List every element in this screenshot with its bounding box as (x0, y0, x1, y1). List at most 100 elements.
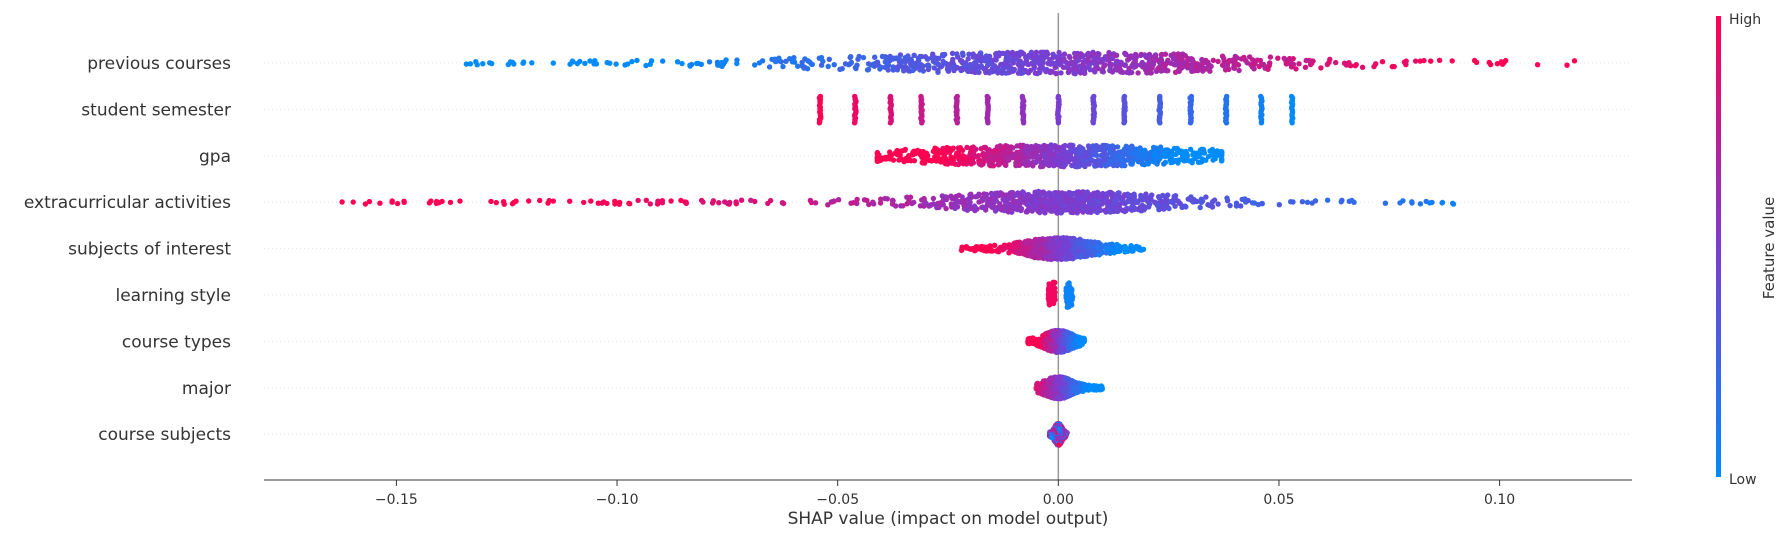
shap-point-gpa (1040, 164, 1045, 169)
shap-point-learning-style (1066, 293, 1071, 298)
shap-point-subjects-of-interest (1077, 241, 1082, 246)
shap-point-gpa (976, 153, 981, 158)
shap-point-gpa (973, 147, 978, 152)
shap-point-gpa (1169, 154, 1174, 159)
shap-point-extracurricular-activities (1188, 197, 1193, 202)
shap-point-previous-courses (832, 62, 837, 67)
shap-point-extracurricular-activities (635, 198, 640, 203)
shap-point-subjects-of-interest (1051, 244, 1056, 249)
shap-point-extracurricular-activities (953, 205, 958, 210)
shap-point-gpa (989, 152, 994, 157)
shap-point-gpa (1040, 145, 1045, 150)
shap-point-gpa (1096, 162, 1101, 167)
shap-point-previous-courses (675, 59, 680, 64)
shap-point-gpa (1042, 154, 1047, 159)
shap-point-extracurricular-activities (1036, 189, 1041, 194)
shap-point-previous-courses (972, 61, 977, 66)
shap-point-gpa (1059, 145, 1064, 150)
shap-point-previous-courses (958, 58, 963, 63)
shap-point-gpa (1151, 149, 1156, 154)
shap-point-previous-courses (918, 54, 923, 59)
shap-point-extracurricular-activities (648, 201, 653, 206)
shap-point-extracurricular-activities (668, 198, 673, 203)
shap-point-previous-courses (1267, 63, 1272, 68)
shap-point-previous-courses (1222, 64, 1227, 69)
shap-point-extracurricular-activities (904, 201, 909, 206)
shap-point-extracurricular-activities (1205, 202, 1210, 207)
shap-point-extracurricular-activities (1035, 208, 1040, 213)
shap-point-previous-courses (1076, 57, 1081, 62)
shap-point-extracurricular-activities (1161, 206, 1166, 211)
shap-point-gpa (939, 158, 944, 163)
shap-point-extracurricular-activities (526, 198, 531, 203)
shap-point-subjects-of-interest (1082, 248, 1087, 253)
shap-point-extracurricular-activities (1031, 195, 1036, 200)
shap-point-gpa (1109, 152, 1114, 157)
shap-point-extracurricular-activities (956, 193, 961, 198)
shap-point-previous-courses (960, 67, 965, 72)
shap-point-previous-courses (613, 61, 618, 66)
shap-point-extracurricular-activities (1305, 200, 1310, 205)
shap-point-previous-courses (1472, 58, 1477, 63)
shap-point-previous-courses (1138, 62, 1143, 67)
shap-point-gpa (1172, 146, 1177, 151)
shap-point-extracurricular-activities (1224, 195, 1229, 200)
shap-point-previous-courses (1211, 58, 1216, 63)
shap-point-extracurricular-activities (882, 196, 887, 201)
shap-point-previous-courses (1289, 64, 1294, 69)
shap-point-extracurricular-activities (612, 199, 617, 204)
shap-point-previous-courses (1110, 69, 1115, 74)
shap-point-student-semester (852, 120, 857, 125)
shap-point-subjects-of-interest (1024, 240, 1029, 245)
shap-point-gpa (896, 157, 901, 162)
shap-point-subjects-of-interest (1086, 244, 1091, 249)
shap-point-extracurricular-activities (1069, 192, 1074, 197)
shap-point-gpa (901, 159, 906, 164)
shap-point-subjects-of-interest (1112, 250, 1117, 255)
shap-point-extracurricular-activities (949, 196, 954, 201)
shap-point-subjects-of-interest (1059, 252, 1064, 257)
shap-point-extracurricular-activities (1088, 210, 1093, 215)
shap-point-extracurricular-activities (1339, 199, 1344, 204)
shap-point-previous-courses (988, 69, 993, 74)
shap-point-student-semester (1091, 120, 1096, 125)
shap-point-extracurricular-activities (1215, 201, 1220, 206)
shap-point-subjects-of-interest (959, 248, 964, 253)
shap-point-gpa (1094, 153, 1099, 158)
shap-point-subjects-of-interest (1047, 256, 1052, 261)
shap-point-gpa (1129, 147, 1134, 152)
shap-point-previous-courses (1011, 68, 1016, 73)
shap-point-gpa (878, 155, 883, 160)
shap-point-previous-courses (941, 59, 946, 64)
shap-point-gpa (1068, 143, 1073, 148)
shap-point-previous-courses (1418, 58, 1423, 63)
shap-point-extracurricular-activities (1115, 209, 1120, 214)
shap-point-extracurricular-activities (1409, 200, 1414, 205)
shap-point-extracurricular-activities (893, 203, 898, 208)
shap-point-previous-courses (1275, 56, 1280, 61)
shap-point-previous-courses (950, 59, 955, 64)
shap-point-gpa (1217, 151, 1222, 156)
shap-point-previous-courses (1250, 57, 1255, 62)
shap-point-gpa (1001, 145, 1006, 150)
shap-point-previous-courses (1095, 66, 1100, 71)
shap-point-previous-courses (1041, 50, 1046, 55)
shap-point-gpa (1054, 145, 1059, 150)
shap-point-previous-courses (1020, 61, 1025, 66)
shap-point-course-types (1060, 336, 1065, 341)
shap-point-extracurricular-activities (727, 200, 732, 205)
shap-point-extracurricular-activities (999, 207, 1004, 212)
shap-point-extracurricular-activities (739, 198, 744, 203)
shap-point-previous-courses (1091, 51, 1096, 56)
shap-point-extracurricular-activities (1058, 210, 1063, 215)
shap-point-previous-courses (1006, 55, 1011, 60)
shap-point-previous-courses (994, 51, 999, 56)
shap-point-previous-courses (819, 55, 824, 60)
shap-point-extracurricular-activities (1300, 199, 1305, 204)
shap-point-previous-courses (780, 64, 785, 69)
shap-point-previous-courses (1050, 60, 1055, 65)
shap-point-extracurricular-activities (1138, 193, 1143, 198)
shap-point-extracurricular-activities (940, 193, 945, 198)
shap-point-previous-courses (790, 59, 795, 64)
